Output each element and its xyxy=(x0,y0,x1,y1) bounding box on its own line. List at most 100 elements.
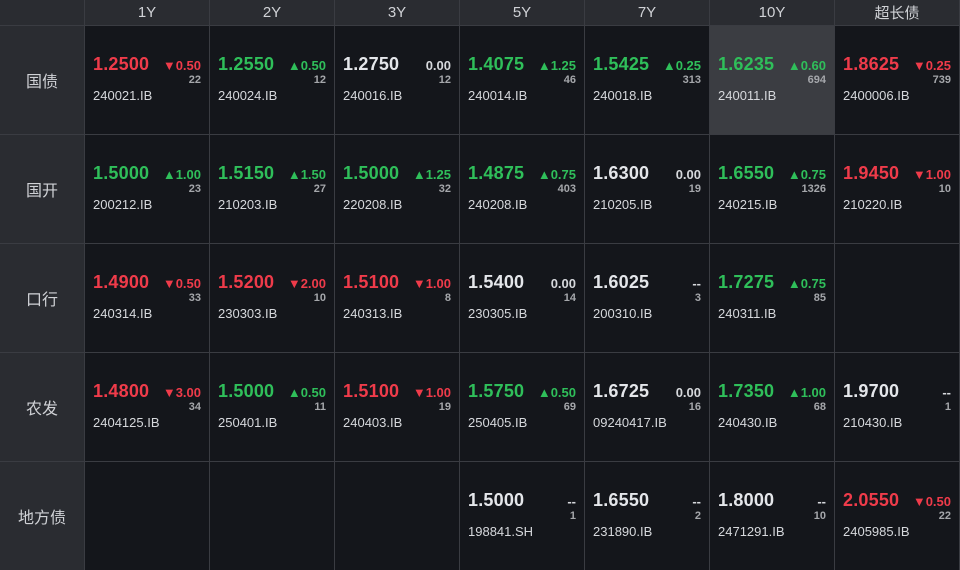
quote-cell[interactable]: 1.6235 ▲0.60 694 240011.IB xyxy=(710,26,834,134)
trade-count: 12 xyxy=(438,74,451,86)
row-header-3[interactable]: 口行 xyxy=(0,244,84,352)
change-value: ▲1.25 xyxy=(412,167,451,182)
bond-code: 210203.IB xyxy=(218,197,278,212)
bond-code: 240011.IB xyxy=(718,88,777,103)
yield-value: 1.5400 xyxy=(468,272,525,292)
trade-count: 14 xyxy=(563,292,576,304)
quote-cell[interactable]: 1.8625 ▼0.25 739 2400006.IB xyxy=(835,26,959,134)
quote-cell[interactable]: 1.6550 -- 2 231890.IB xyxy=(585,462,709,570)
quote-cell[interactable]: 1.9700 -- 1 210430.IB xyxy=(835,353,959,461)
column-header-4[interactable]: 5Y xyxy=(460,0,584,25)
bond-code: 240018.IB xyxy=(593,88,653,103)
change-value: ▼0.50 xyxy=(162,58,201,73)
bond-code: 240024.IB xyxy=(218,88,278,103)
quote-cell[interactable]: 1.5000 -- 1 198841.SH xyxy=(460,462,584,570)
change-value: ▲0.50 xyxy=(287,58,326,73)
quote-cell[interactable]: 1.6725 0.00 16 09240417.IB xyxy=(585,353,709,461)
quote-cell[interactable]: 1.4875 ▲0.75 403 240208.IB xyxy=(460,135,584,243)
quote-cell[interactable]: 1.4800 ▼3.00 34 2404125.IB xyxy=(85,353,209,461)
change-value: ▲0.75 xyxy=(787,167,826,182)
column-header-2[interactable]: 2Y xyxy=(210,0,334,25)
yield-value: 1.5100 xyxy=(343,272,400,292)
yield-value: 1.2550 xyxy=(218,54,275,74)
trade-count: 1 xyxy=(944,401,951,413)
quote-cell[interactable]: 2.0550 ▼0.50 22 2405985.IB xyxy=(835,462,959,570)
quote-cell[interactable]: 1.6550 ▲0.75 1326 240215.IB xyxy=(710,135,834,243)
quote-cell[interactable]: 1.2550 ▲0.50 12 240024.IB xyxy=(210,26,334,134)
trade-count: 19 xyxy=(438,401,451,413)
column-header-7[interactable]: 超长债 xyxy=(835,0,959,25)
change-value: -- xyxy=(692,276,701,291)
quote-cell[interactable]: 1.7275 ▲0.75 85 240311.IB xyxy=(710,244,834,352)
quote-cell[interactable]: 1.8000 -- 10 2471291.IB xyxy=(710,462,834,570)
change-value: ▲0.75 xyxy=(537,167,576,182)
change-value: ▲0.75 xyxy=(787,276,826,291)
quote-cell[interactable]: 1.5400 0.00 14 230305.IB xyxy=(460,244,584,352)
quote-cell[interactable]: 1.9450 ▼1.00 10 210220.IB xyxy=(835,135,959,243)
trade-count: 34 xyxy=(188,401,201,413)
quote-cell[interactable]: 1.2500 ▼0.50 22 240021.IB xyxy=(85,26,209,134)
quote-cell[interactable]: 1.6025 -- 3 200310.IB xyxy=(585,244,709,352)
empty-cell xyxy=(835,244,959,352)
bond-code: 240314.IB xyxy=(93,306,153,321)
quote-cell[interactable]: 1.2750 0.00 12 240016.IB xyxy=(335,26,459,134)
column-header-1[interactable]: 1Y xyxy=(85,0,209,25)
quote-cell[interactable]: 1.5750 ▲0.50 69 250405.IB xyxy=(460,353,584,461)
yield-value: 1.2750 xyxy=(343,54,400,74)
change-value: ▼1.00 xyxy=(912,167,951,182)
trade-count: 10 xyxy=(813,510,826,522)
bond-code: 210430.IB xyxy=(843,415,903,430)
change-value: 0.00 xyxy=(675,167,701,182)
quote-cell[interactable]: 1.5100 ▼1.00 19 240403.IB xyxy=(335,353,459,461)
change-value: ▼3.00 xyxy=(162,385,201,400)
change-value: ▲0.25 xyxy=(662,58,701,73)
row-header-1[interactable]: 国债 xyxy=(0,26,84,134)
bond-code: 230303.IB xyxy=(218,306,278,321)
bond-code: 240430.IB xyxy=(718,415,778,430)
bond-code: 210205.IB xyxy=(593,197,653,212)
trade-count: 85 xyxy=(813,292,826,304)
bond-code: 2471291.IB xyxy=(718,524,785,539)
yield-value: 1.8625 xyxy=(843,54,900,74)
row-header-4[interactable]: 农发 xyxy=(0,353,84,461)
bond-code: 240016.IB xyxy=(343,88,403,103)
quote-cell[interactable]: 1.4075 ▲1.25 46 240014.IB xyxy=(460,26,584,134)
quote-cell[interactable]: 1.4900 ▼0.50 33 240314.IB xyxy=(85,244,209,352)
yield-value: 1.9450 xyxy=(843,163,900,183)
change-value: ▼1.00 xyxy=(412,385,451,400)
corner-cell xyxy=(0,0,84,25)
yield-value: 1.5000 xyxy=(218,381,275,401)
quote-cell[interactable]: 1.5000 ▲0.50 11 250401.IB xyxy=(210,353,334,461)
quote-cell[interactable]: 1.5000 ▲1.00 23 200212.IB xyxy=(85,135,209,243)
yield-value: 1.5750 xyxy=(468,381,525,401)
trade-count: 10 xyxy=(313,292,326,304)
trade-count: 16 xyxy=(688,401,701,413)
change-value: -- xyxy=(817,494,826,509)
quote-cell[interactable]: 1.6300 0.00 19 210205.IB xyxy=(585,135,709,243)
bond-code: 240014.IB xyxy=(468,88,528,103)
quote-cell[interactable]: 1.5100 ▼1.00 8 240313.IB xyxy=(335,244,459,352)
quote-cell[interactable]: 1.5200 ▼2.00 10 230303.IB xyxy=(210,244,334,352)
change-value: ▲0.60 xyxy=(787,58,826,73)
column-header-6[interactable]: 10Y xyxy=(710,0,834,25)
column-header-3[interactable]: 3Y xyxy=(335,0,459,25)
quote-cell[interactable]: 1.7350 ▲1.00 68 240430.IB xyxy=(710,353,834,461)
trade-count: 22 xyxy=(188,74,201,86)
column-header-5[interactable]: 7Y xyxy=(585,0,709,25)
change-value: ▼1.00 xyxy=(412,276,451,291)
bond-code: 200310.IB xyxy=(593,306,653,321)
yield-value: 1.4075 xyxy=(468,54,525,74)
yield-value: 1.6025 xyxy=(593,272,650,292)
change-value: -- xyxy=(692,494,701,509)
quote-cell[interactable]: 1.5000 ▲1.25 32 220208.IB xyxy=(335,135,459,243)
bond-code: 230305.IB xyxy=(468,306,528,321)
quote-cell[interactable]: 1.5425 ▲0.25 313 240018.IB xyxy=(585,26,709,134)
change-value: ▼0.50 xyxy=(912,494,951,509)
yield-value: 1.2500 xyxy=(93,54,150,74)
quote-cell[interactable]: 1.5150 ▲1.50 27 210203.IB xyxy=(210,135,334,243)
trade-count: 1326 xyxy=(801,183,826,195)
row-header-5[interactable]: 地方债 xyxy=(0,462,84,570)
change-value: ▲1.00 xyxy=(787,385,826,400)
trade-count: 27 xyxy=(313,183,326,195)
row-header-2[interactable]: 国开 xyxy=(0,135,84,243)
